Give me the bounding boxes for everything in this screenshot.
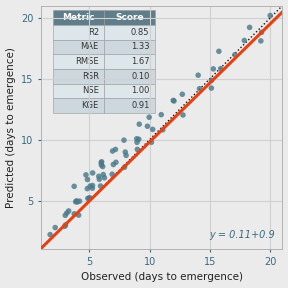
X-axis label: Observed (days to emergence): Observed (days to emergence) <box>81 272 243 283</box>
Point <box>67 209 71 213</box>
Point <box>99 160 104 164</box>
Point <box>259 39 263 43</box>
Point <box>90 186 95 190</box>
Point <box>99 163 104 167</box>
Point <box>88 184 92 188</box>
Point <box>77 199 82 203</box>
Point <box>172 99 176 103</box>
Point <box>88 196 92 200</box>
Point <box>72 211 77 216</box>
Point <box>97 177 102 182</box>
Point <box>122 165 127 170</box>
Point <box>159 112 164 117</box>
Point <box>217 49 221 54</box>
Point <box>211 67 216 71</box>
Point <box>209 86 214 90</box>
Point <box>259 30 264 35</box>
Point <box>268 13 272 18</box>
Point <box>101 164 105 169</box>
Point <box>72 184 77 189</box>
Point <box>242 38 247 43</box>
Point <box>110 149 115 153</box>
Point <box>114 160 118 165</box>
Point <box>218 67 223 71</box>
Point <box>73 200 78 204</box>
Point <box>209 78 214 83</box>
Point <box>96 174 101 179</box>
Point <box>196 73 200 77</box>
Point <box>85 177 90 182</box>
Point <box>137 137 141 142</box>
Point <box>137 122 141 126</box>
Point <box>76 213 81 217</box>
Point <box>90 170 95 175</box>
Point <box>102 175 107 180</box>
Point <box>98 184 103 188</box>
Point <box>62 224 67 229</box>
Point <box>63 213 68 218</box>
Point <box>160 128 165 132</box>
Point <box>124 153 128 158</box>
Point <box>134 137 139 141</box>
Point <box>63 223 68 227</box>
Point <box>171 98 176 103</box>
Point <box>197 86 202 91</box>
Point <box>65 211 69 215</box>
Point <box>135 147 140 152</box>
Point <box>180 92 185 96</box>
Point <box>110 172 114 177</box>
Point <box>101 172 106 177</box>
Point <box>122 138 126 143</box>
Point <box>87 196 91 201</box>
Point <box>53 225 58 230</box>
Point <box>181 113 185 117</box>
Point <box>123 150 128 154</box>
Point <box>84 173 88 177</box>
Point <box>113 147 118 152</box>
Point <box>232 52 237 57</box>
Point <box>48 232 52 237</box>
Point <box>247 25 252 30</box>
Point <box>147 115 151 120</box>
Point <box>150 127 155 132</box>
Point <box>145 124 150 128</box>
Point <box>85 186 90 191</box>
Text: y = 0.11+0.9: y = 0.11+0.9 <box>209 230 275 240</box>
Point <box>99 160 103 165</box>
Point <box>74 199 79 203</box>
Point <box>90 183 95 188</box>
Point <box>86 196 90 201</box>
Y-axis label: Predicted (days to emergence): Predicted (days to emergence) <box>5 47 16 208</box>
Point <box>75 200 79 204</box>
Point <box>111 162 116 167</box>
Point <box>149 140 154 145</box>
Point <box>135 140 139 145</box>
